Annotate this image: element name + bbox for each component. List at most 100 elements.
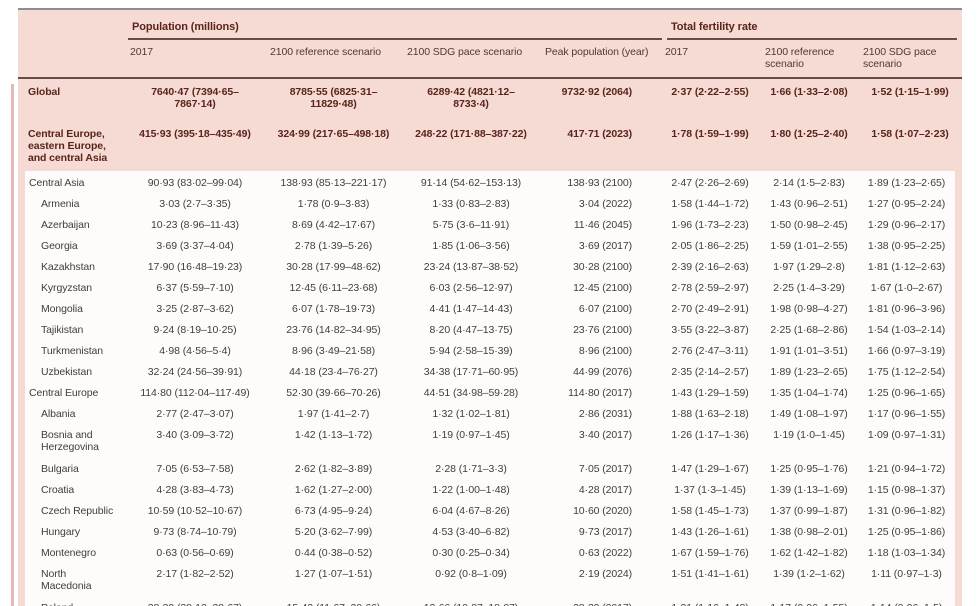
- cell-value: 1·89 (1·23–2·65): [770, 366, 848, 378]
- cell-value: 1·27 (0·95–2·24): [867, 198, 946, 210]
- cell-tfr-2100-reference: 1·39 (1·2–1·62): [760, 568, 858, 598]
- cell-pop-2100-reference: 1·62 (1·27–2·00): [265, 484, 402, 501]
- cell-pop-2100-sdg: 1·22 (1·00–1·48): [402, 484, 540, 501]
- cell-tfr-2100-reference: 1·62 (1·42–1·82): [760, 547, 858, 564]
- cell-value: 23·24 (13·87–38·52): [423, 261, 519, 273]
- cell-value: 1·09 (0·97–1·31): [867, 429, 946, 441]
- cell-value: 3·40 (3·09–3·72): [156, 429, 234, 441]
- cell-peak-population: 3·40 (2017): [540, 429, 660, 459]
- cell-pop-2017: 0·63 (0·56–0·69): [125, 547, 265, 564]
- table-body: Central Asia 90·93 (83·02–99·04) 138·93 (8…: [25, 171, 955, 606]
- cell-value: 1·37 (1·3–1·45): [674, 484, 746, 496]
- cell-value: 1·21 (0·94–1·72): [867, 463, 946, 475]
- cell-value: 1·17 (0·96–1·55): [867, 408, 946, 420]
- cell-value: 3·55 (3·22–3·87): [671, 324, 749, 336]
- cell-value: 4·53 (3·40–6·82): [432, 526, 510, 538]
- cell-value: 6·07 (1·78–19·73): [292, 303, 375, 315]
- cell-value: 1·31 (1·16–1·48): [671, 602, 748, 606]
- cell-value: 52·30 (39·66–70·26): [286, 387, 381, 399]
- cell-value: 1·85 (1·06–3·56): [432, 240, 510, 252]
- cell-value: 2·37 (2·22–2·55): [671, 86, 749, 98]
- cell-value: 1·15 (0·98–1·37): [867, 484, 946, 496]
- cell-pop-2100-reference: 2·62 (1·82–3·89): [265, 463, 402, 480]
- cell-value: 6·07 (2100): [578, 303, 632, 315]
- row-label: Poland: [25, 602, 125, 606]
- cell-value: 1·81 (0·96–3·96): [867, 303, 946, 315]
- cell-pop-2017: 3·40 (3·09–3·72): [125, 429, 265, 459]
- cell-value: 11·46 (2045): [573, 219, 632, 231]
- cell-value: 2·25 (1·68–2·86): [770, 324, 848, 336]
- table-row: Global 7640·47 (7394·65–7867·14) 8785·55 (…: [18, 79, 962, 121]
- cell-value: 1·88 (1·63–2·18): [671, 408, 749, 420]
- cell-tfr-2100-reference: 1·49 (1·08–1·97): [760, 408, 858, 425]
- cell-pop-2017: 4·28 (3·83–4·73): [125, 484, 265, 501]
- cell-tfr-2017: 1·26 (1·17–1·36): [660, 429, 760, 459]
- cell-pop-2100-sdg: 91·14 (54·62–153·13): [402, 177, 540, 194]
- cell-value: 4·28 (3·83–4·73): [156, 484, 234, 496]
- cell-tfr-2100-reference: 1·37 (0·99–1·87): [760, 505, 858, 522]
- cell-tfr-2100-sdg: 1·58 (1·07–2·23): [858, 128, 962, 171]
- cell-tfr-2100-reference: 1·17 (0·96–1·55): [760, 602, 858, 606]
- cell-tfr-2100-reference: 1·39 (1·13–1·69): [760, 484, 858, 501]
- cell-value: 1·27 (1·07–1·51): [294, 568, 373, 580]
- cell-value: 3·04 (2022): [578, 198, 632, 210]
- row-label: North Macedonia: [41, 568, 92, 592]
- cell-value: 2·78 (2·59–2·97): [671, 282, 749, 294]
- cell-tfr-2100-sdg: 1·38 (0·95–2·25): [858, 240, 955, 257]
- row-label: Croatia: [41, 484, 75, 496]
- column-group-tfr-header: Total fertility rate: [671, 21, 758, 33]
- cell-pop-2100-reference: 8785·55 (6825·31–11829·48): [265, 86, 402, 121]
- population-fertility-table: Population (millions) Total fertility ra…: [18, 8, 962, 606]
- cell-tfr-2017: 2·05 (1·86–2·25): [660, 240, 760, 257]
- cell-value: 1·54 (1·03–2·14): [867, 324, 946, 336]
- cell-pop-2100-sdg: 34·38 (17·71–60·95): [402, 366, 540, 383]
- cell-tfr-2100-sdg: 1·81 (0·96–3·96): [858, 303, 955, 320]
- cell-tfr-2017: 1·37 (1·3–1·45): [660, 484, 760, 501]
- cell-peak-population: 11·46 (2045): [540, 219, 660, 236]
- tfr-group-rule: [667, 38, 957, 40]
- cell-value: 1·32 (1·02–1·81): [432, 408, 510, 420]
- cell-pop-2017: 7·05 (6·53–7·58): [125, 463, 265, 480]
- cell-value: 1·96 (1·73–2·23): [671, 219, 749, 231]
- cell-tfr-2100-reference: 1·19 (1·0–1·45): [760, 429, 858, 459]
- row-label: Georgia: [41, 240, 78, 252]
- cell-value: 2·19 (2024): [578, 568, 632, 580]
- cell-value: 8·69 (4·42–17·67): [292, 219, 375, 231]
- row-label: Armenia: [41, 198, 80, 210]
- cell-value: 9732·92 (2064): [561, 86, 633, 98]
- cell-value: 1·81 (1·12–2·63): [867, 261, 946, 273]
- cell-value: 114·80 (112·04–117·49): [140, 387, 250, 399]
- row-label: Bulgaria: [41, 463, 79, 475]
- cell-value: 2·28 (1·71–3·3): [435, 463, 507, 475]
- row-label: Central Asia: [29, 177, 85, 189]
- cell-value: 114·80 (2017): [568, 387, 632, 399]
- cell-pop-2100-reference: 6·73 (4·95–9·24): [265, 505, 402, 522]
- cell-value: 0·63 (0·56–0·69): [156, 547, 234, 559]
- cell-value: 1·59 (1·01–2·55): [770, 240, 848, 252]
- cell-tfr-2100-sdg: 1·14 (0·96–1·5): [858, 602, 955, 606]
- cell-value: 1·97 (1·41–2·7): [297, 408, 370, 420]
- cell-value: 2·86 (2031): [578, 408, 632, 420]
- cell-value: 2·25 (1·4–3·29): [773, 282, 845, 294]
- cell-pop-2017: 17·90 (16·48–19·23): [125, 261, 265, 278]
- row-label: Central Europe: [29, 387, 99, 399]
- cell-value: 91·14 (54·62–153·13): [420, 177, 522, 189]
- cell-value: 1·75 (1·12–2·54): [867, 366, 946, 378]
- cell-value: 12·45 (6·11–23·68): [289, 282, 378, 294]
- table-row: Uzbekistan 32·24 (24·56–39·91) 44·18 (23·4…: [25, 362, 955, 383]
- cell-value: 1·35 (1·04–1·74): [770, 387, 848, 399]
- cell-pop-2100-sdg: 1·32 (1·02–1·81): [402, 408, 540, 425]
- cell-pop-2100-reference: 2·78 (1·39–5·26): [265, 240, 402, 257]
- subheader-peak-population: Peak population (year): [545, 46, 649, 58]
- cell-pop-2100-reference: 5·20 (3·62–7·99): [265, 526, 402, 543]
- cell-tfr-2017: 1·96 (1·73–2·23): [660, 219, 760, 236]
- cell-tfr-2100-sdg: 1·66 (0·97–3·19): [858, 345, 955, 362]
- cell-tfr-2017: 1·78 (1·59–1·99): [660, 128, 760, 171]
- row-label: Kyrgyzstan: [41, 282, 92, 294]
- cell-value: 1·26 (1·17–1·36): [671, 429, 749, 441]
- cell-value: 1·78 (0·9–3·83): [297, 198, 370, 210]
- table-row: Turkmenistan 4·98 (4·56–5·4) 8·96 (3·49–21…: [25, 341, 955, 362]
- cell-tfr-2017: 1·58 (1·45–1·73): [660, 505, 760, 522]
- subheader-pop-2100-sdg: 2100 SDG pace scenario: [407, 46, 523, 58]
